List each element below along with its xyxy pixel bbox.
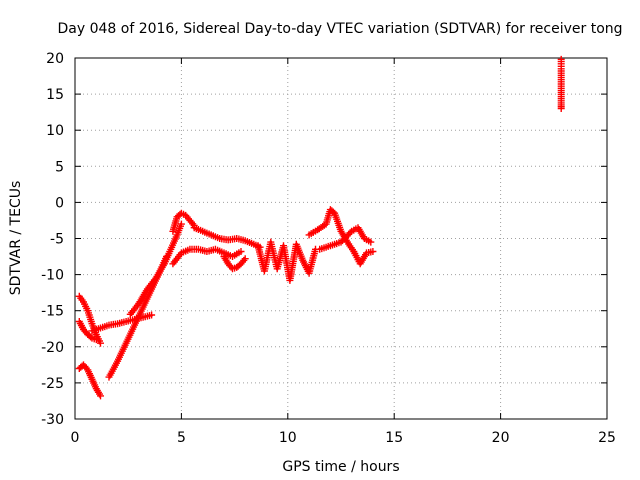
data-point [92, 336, 100, 344]
y-tick-label: -10 [41, 268, 64, 284]
y-axis-label: SDTVAR / TECUs [8, 181, 24, 296]
x-tick-label: 5 [177, 430, 186, 446]
data-point [339, 237, 346, 245]
y-tick-label: -20 [41, 340, 64, 356]
y-tick-label: 10 [46, 123, 64, 139]
x-tick-labels: 0 5 10 15 20 25 [71, 430, 616, 446]
data-point [148, 311, 156, 319]
y-tick-label: 5 [55, 159, 64, 175]
data-point [97, 392, 104, 400]
data-point [97, 339, 104, 347]
y-tick-label: -30 [41, 412, 64, 428]
data-point [367, 238, 375, 246]
x-tick-label: 15 [385, 430, 403, 446]
x-tick-label: 10 [279, 430, 297, 446]
chart-title: Day 048 of 2016, Sidereal Day-to-day VTE… [57, 21, 622, 37]
data-points [75, 55, 565, 400]
data-point [369, 248, 377, 255]
data-point [241, 255, 249, 263]
y-tick-label: -5 [50, 232, 64, 248]
data-point [87, 333, 95, 341]
y-tick-label: 20 [46, 51, 64, 67]
y-tick-label: 0 [55, 195, 64, 211]
x-tick-label: 0 [71, 430, 80, 446]
y-tick-labels: -30 -25 -20 -15 -10 -5 0 5 10 15 20 [41, 51, 64, 428]
x-tick-label: 25 [598, 430, 616, 446]
y-tick-label: 15 [46, 87, 64, 103]
data-point [340, 235, 348, 243]
data-point [346, 229, 354, 237]
data-point [557, 105, 565, 112]
grid [75, 58, 607, 419]
x-tick-label: 20 [492, 430, 510, 446]
y-tick-label: -15 [41, 304, 64, 320]
x-axis-label: GPS time / hours [282, 459, 399, 475]
y-tick-label: -25 [41, 376, 64, 392]
data-point [177, 220, 185, 228]
data-point [237, 248, 245, 255]
axis-ticks [74, 57, 608, 420]
